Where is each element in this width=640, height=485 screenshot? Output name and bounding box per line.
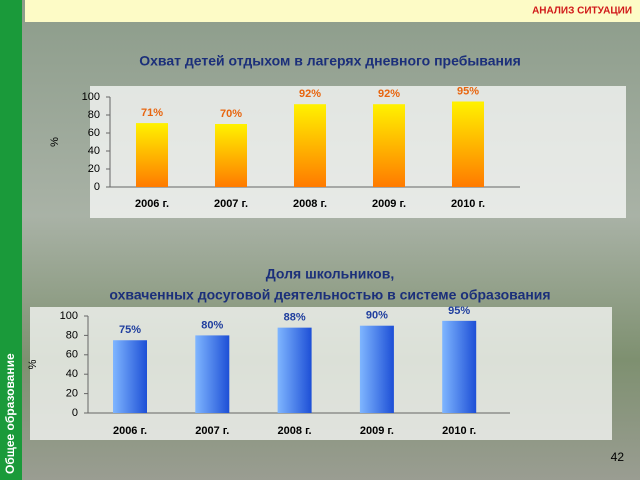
bar	[442, 320, 477, 413]
chart-title: охваченных досуговой деятельностью в сис…	[109, 287, 550, 303]
chart-title: Охват детей отдыхом в лагерях дневного п…	[139, 53, 521, 69]
value-label: 88%	[284, 312, 306, 324]
page-number: 42	[611, 450, 625, 464]
bar	[452, 101, 484, 187]
y-tick-label: 100	[60, 310, 78, 322]
chart-panel	[90, 86, 626, 218]
value-label: 71%	[141, 107, 163, 119]
bar	[277, 327, 312, 413]
x-tick-label: 2006 г.	[113, 425, 147, 437]
sidebar-bar	[0, 0, 22, 480]
y-axis-label: %	[49, 137, 61, 147]
bar	[294, 104, 326, 187]
x-tick-label: 2010 г.	[442, 425, 476, 437]
y-tick-label: 100	[82, 91, 100, 103]
x-tick-label: 2007 г.	[214, 198, 248, 210]
bar	[195, 335, 230, 413]
chart-title: Доля школьников,	[266, 266, 394, 282]
x-tick-label: 2008 г.	[278, 425, 312, 437]
y-tick-label: 40	[66, 368, 78, 380]
y-tick-label: 80	[88, 109, 100, 121]
value-label: 80%	[201, 319, 223, 331]
y-tick-label: 60	[66, 349, 78, 361]
value-label: 95%	[448, 305, 470, 317]
y-tick-label: 20	[66, 388, 78, 400]
y-tick-label: 80	[66, 329, 78, 341]
sidebar: Общее образование	[3, 353, 17, 474]
bar	[359, 325, 394, 413]
value-label: 75%	[119, 324, 141, 336]
value-label: 95%	[457, 85, 479, 97]
value-label: 92%	[378, 88, 400, 100]
x-tick-label: 2006 г.	[135, 198, 169, 210]
y-tick-label: 0	[94, 181, 100, 193]
bar	[215, 124, 247, 187]
y-tick-label: 0	[72, 407, 78, 419]
x-tick-label: 2009 г.	[372, 198, 406, 210]
x-tick-label: 2010 г.	[451, 198, 485, 210]
header: АНАЛИЗ СИТУАЦИИ	[532, 6, 632, 17]
value-label: 70%	[220, 108, 242, 120]
y-tick-label: 60	[88, 127, 100, 139]
x-tick-label: 2007 г.	[195, 425, 229, 437]
x-tick-label: 2008 г.	[293, 198, 327, 210]
y-axis-label: %	[27, 359, 39, 369]
bar	[113, 340, 147, 413]
x-tick-label: 2009 г.	[360, 425, 394, 437]
bar	[136, 123, 168, 187]
value-label: 90%	[366, 310, 388, 322]
value-label: 92%	[299, 88, 321, 100]
header-bar	[25, 0, 640, 22]
y-tick-label: 40	[88, 145, 100, 157]
bar	[373, 104, 405, 187]
y-tick-label: 20	[88, 163, 100, 175]
